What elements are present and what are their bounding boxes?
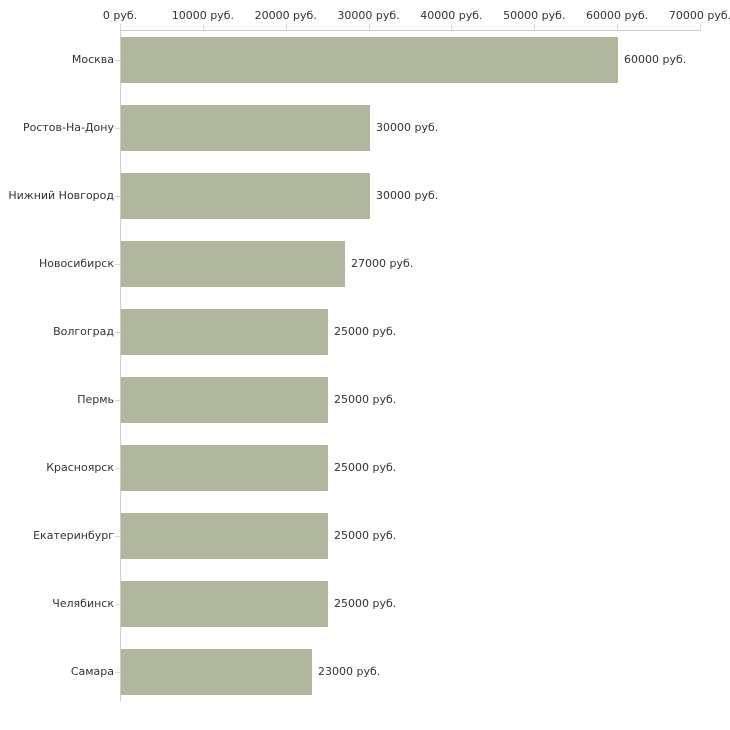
- category-label: Екатеринбург: [33, 529, 114, 542]
- x-axis-tick-mark: [451, 24, 453, 31]
- value-label: 30000 руб.: [376, 121, 439, 134]
- bar: [121, 377, 328, 423]
- bar: [121, 105, 370, 151]
- y-axis-tick-mark: [115, 264, 121, 265]
- y-axis-tick-mark: [115, 604, 121, 605]
- value-label: 25000 руб.: [334, 461, 397, 474]
- value-label: 25000 руб.: [334, 393, 397, 406]
- category-label: Челябинск: [52, 597, 114, 610]
- x-axis-tick-label: 10000 руб.: [171, 9, 234, 22]
- category-label: Москва: [71, 53, 114, 66]
- x-axis-tick-label: 50000 руб.: [503, 9, 566, 22]
- y-axis-line: [120, 30, 121, 701]
- x-axis-tick-label: 30000 руб.: [337, 9, 400, 22]
- value-label: 30000 руб.: [376, 189, 439, 202]
- category-label: Пермь: [77, 393, 114, 406]
- category-label: Ростов-На-Дону: [22, 121, 114, 134]
- value-label: 25000 руб.: [334, 597, 397, 610]
- value-label: 25000 руб.: [334, 529, 397, 542]
- y-axis-tick-mark: [115, 536, 121, 537]
- x-axis-tick-mark: [285, 24, 287, 31]
- y-axis-tick-mark: [115, 672, 121, 673]
- x-axis-tick-mark: [120, 24, 121, 31]
- category-label: Нижний Новгород: [8, 189, 114, 202]
- x-axis-tick-mark: [534, 24, 536, 31]
- value-label: 25000 руб.: [334, 325, 397, 338]
- bar: [121, 445, 328, 491]
- value-label: 23000 руб.: [318, 665, 381, 678]
- x-axis-tick-mark: [368, 24, 370, 31]
- bar: [121, 513, 328, 559]
- bar: [121, 309, 328, 355]
- x-axis-tick-mark: [202, 24, 204, 31]
- x-axis-tick-label: 0 руб.: [102, 9, 138, 22]
- category-label: Новосибирск: [38, 257, 114, 270]
- bar: [121, 173, 370, 219]
- bar: [121, 649, 312, 695]
- y-axis-tick-mark: [115, 196, 121, 197]
- value-label: 60000 руб.: [624, 53, 687, 66]
- y-axis-tick-mark: [115, 60, 121, 61]
- category-label: Красноярск: [46, 461, 114, 474]
- value-label: 27000 руб.: [351, 257, 414, 270]
- bar: [121, 581, 328, 627]
- x-axis-tick-label: 20000 руб.: [254, 9, 317, 22]
- x-axis-line: [120, 30, 701, 31]
- y-axis-tick-mark: [115, 400, 121, 401]
- bar: [121, 241, 345, 287]
- category-label: Волгоград: [53, 325, 114, 338]
- x-axis-tick-label: 60000 руб.: [586, 9, 649, 22]
- y-axis-tick-mark: [115, 332, 121, 333]
- y-axis-tick-mark: [115, 468, 121, 469]
- x-axis-tick-label: 70000 руб.: [668, 9, 730, 22]
- x-axis-tick-label: 40000 руб.: [420, 9, 483, 22]
- x-axis-tick-mark: [617, 24, 619, 31]
- x-axis-tick-mark: [700, 24, 701, 31]
- y-axis-tick-mark: [115, 128, 121, 129]
- bar: [121, 37, 618, 83]
- category-label: Самара: [70, 665, 114, 678]
